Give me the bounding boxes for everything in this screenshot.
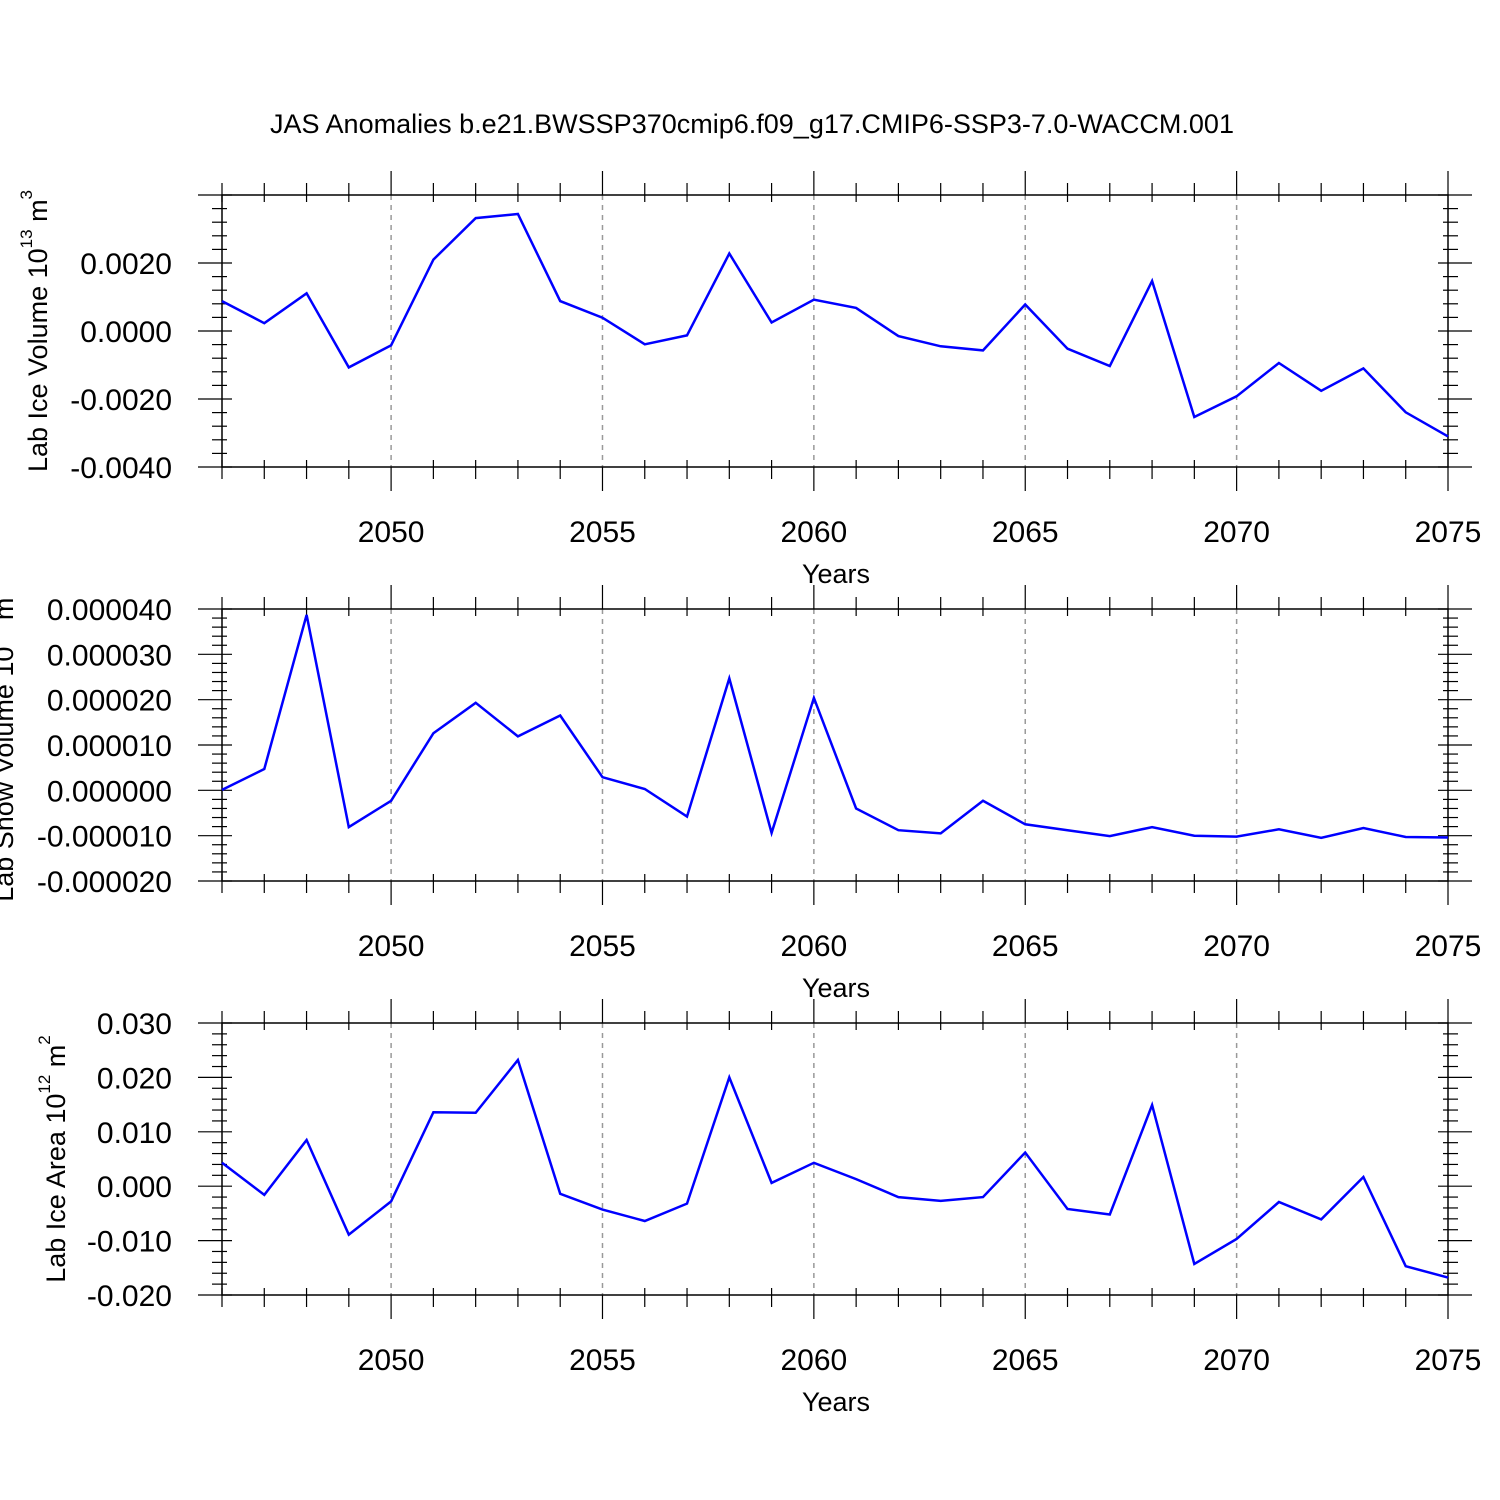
y-axis-label-main: Lab Ice Area 10 [41,1094,71,1283]
x-ticks [221,999,1449,1319]
y-axis-label-unit-exponent: 3 [17,190,36,199]
x-tick-label-2075: 2075 [1415,930,1482,963]
x-ticks [221,171,1449,491]
y-axis-label-unit-exponent: 2 [35,1035,54,1044]
x-tick-label-2055: 2055 [569,1344,636,1377]
y-axis-label-unit-exponent: 3 [0,588,2,597]
y-axis-label-unit: m [41,1045,71,1075]
x-ticks [221,585,1449,905]
y-tick-label: 0.0020 [80,248,172,281]
y-ticks [198,1022,1472,1296]
x-axis-label: Years [802,1387,870,1417]
y-tick-label: -0.0040 [70,452,172,485]
y-axis-label: Lab Ice Volume 1013 m3 [17,190,53,472]
y-tick-label: -0.000020 [37,866,172,899]
x-tick-label-2055: 2055 [569,930,636,963]
series-line [221,1057,1449,1279]
y-axis-label: Lab Ice Area 1012 m2 [35,1035,71,1283]
y-axis-label-main: Lab Ice Volume 10 [23,248,53,472]
panel-3: -0.020 -0.010 0.000 0.010 0.020 0.030 2050 2055… [35,999,1481,1417]
y-tick-label: 0.0000 [80,316,172,349]
x-tick-label-2065: 2065 [992,1344,1059,1377]
x-tick-label-2050: 2050 [358,930,425,963]
x-tick-label-2075: 2075 [1415,1344,1482,1377]
y-tick-label: -0.010 [87,1226,172,1259]
y-axis-label-exponent: 13 [0,628,2,647]
y-axis-label-unit: m [0,598,19,628]
panel-2: -0.000020 -0.000010 0.000000 0.000010 0.0000… [0,585,1481,1003]
y-axis-label-exponent: 12 [35,1075,54,1094]
x-tick-label-2050: 2050 [358,1344,425,1377]
panel-1: -0.0040 -0.0020 0.0000 0.0020 2050 2055 2060 20… [17,171,1481,589]
x-axis-label: Years [802,559,870,589]
x-tick-label-2065: 2065 [992,516,1059,549]
y-axis-label-unit: m [23,199,53,229]
y-tick-label: -0.0020 [70,384,172,417]
y-tick-label: -0.020 [87,1280,172,1313]
x-tick-label-2070: 2070 [1203,930,1270,963]
x-axis-label: Years [802,973,870,1003]
y-ticks [198,194,1472,468]
x-tick-label-2065: 2065 [992,930,1059,963]
y-ticks [198,608,1472,882]
x-tick-label-2055: 2055 [569,516,636,549]
y-axis-label-main: Lab Snow Volume 10 [0,647,19,902]
y-tick-label: 0.030 [97,1008,172,1041]
y-tick-label: 0.020 [97,1062,172,1095]
x-tick-label-2060: 2060 [780,516,847,549]
chart-title: JAS Anomalies b.e21.BWSSP370cmip6.f09_g1… [270,109,1234,139]
y-axis-label: Lab Snow Volume 1013 m3 [0,588,19,902]
y-tick-label: 0.000040 [47,594,172,627]
y-axis-label-exponent: 13 [17,229,36,248]
x-tick-label-2050: 2050 [358,516,425,549]
y-tick-label: 0.000020 [47,685,172,718]
y-tick-label: 0.010 [97,1117,172,1150]
y-tick-label: 0.000000 [47,775,172,808]
y-tick-label: 0.000010 [47,730,172,763]
x-tick-label-2060: 2060 [780,930,847,963]
x-tick-label-2070: 2070 [1203,516,1270,549]
series-line [221,212,1449,438]
y-tick-label: 0.000030 [47,639,172,672]
x-tick-label-2060: 2060 [780,1344,847,1377]
plot-frame [221,1022,1449,1296]
y-tick-label: -0.000010 [37,821,172,854]
x-tick-label-2070: 2070 [1203,1344,1270,1377]
series-line [221,614,1449,840]
y-tick-label: 0.000 [97,1171,172,1204]
x-tick-label-2075: 2075 [1415,516,1482,549]
